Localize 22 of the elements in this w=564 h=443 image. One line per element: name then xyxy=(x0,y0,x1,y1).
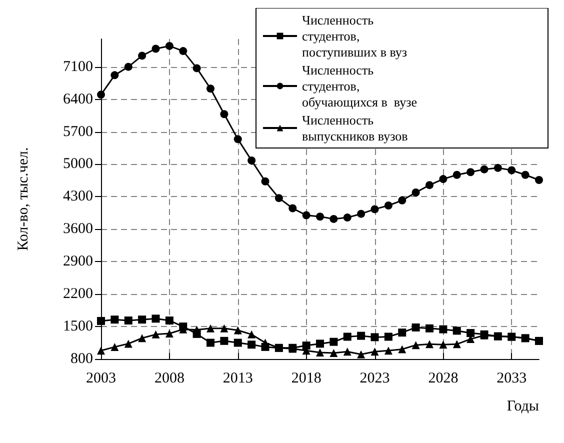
x-tick-label: 2003 xyxy=(86,370,116,386)
y-tick-label: 3600 xyxy=(63,221,93,238)
y-tick-label: 800 xyxy=(70,351,93,367)
y-tick-label: 1500 xyxy=(63,318,93,335)
y-tick-label: 5000 xyxy=(63,156,93,172)
y-axis-title: Кол-во, тыс.чел. xyxy=(16,147,32,251)
y-tick-label: 4300 xyxy=(63,188,93,205)
y-tick-label: 2900 xyxy=(63,254,93,270)
y-tick-label: 7100 xyxy=(63,58,93,75)
x-tick-label: 2033 xyxy=(496,370,527,386)
y-tick-label: 6400 xyxy=(63,91,93,108)
x-tick-label: 2013 xyxy=(222,370,253,386)
x-tick-label: 2028 xyxy=(428,370,458,386)
x-axis-title: Годы xyxy=(506,398,539,414)
x-tick-label: 2023 xyxy=(360,370,390,386)
legend-label: Численность студентов, обучающихся в вузе xyxy=(302,62,418,110)
legend-label: Численность выпускников вузов xyxy=(302,112,408,144)
y-tick-label: 5700 xyxy=(63,124,93,140)
x-tick-label: 2008 xyxy=(154,370,184,386)
x-tick-label: 2018 xyxy=(291,370,322,386)
legend-label: Численность студентов, поступивших в вуз xyxy=(302,12,408,60)
y-tick-label: 2200 xyxy=(63,286,93,302)
